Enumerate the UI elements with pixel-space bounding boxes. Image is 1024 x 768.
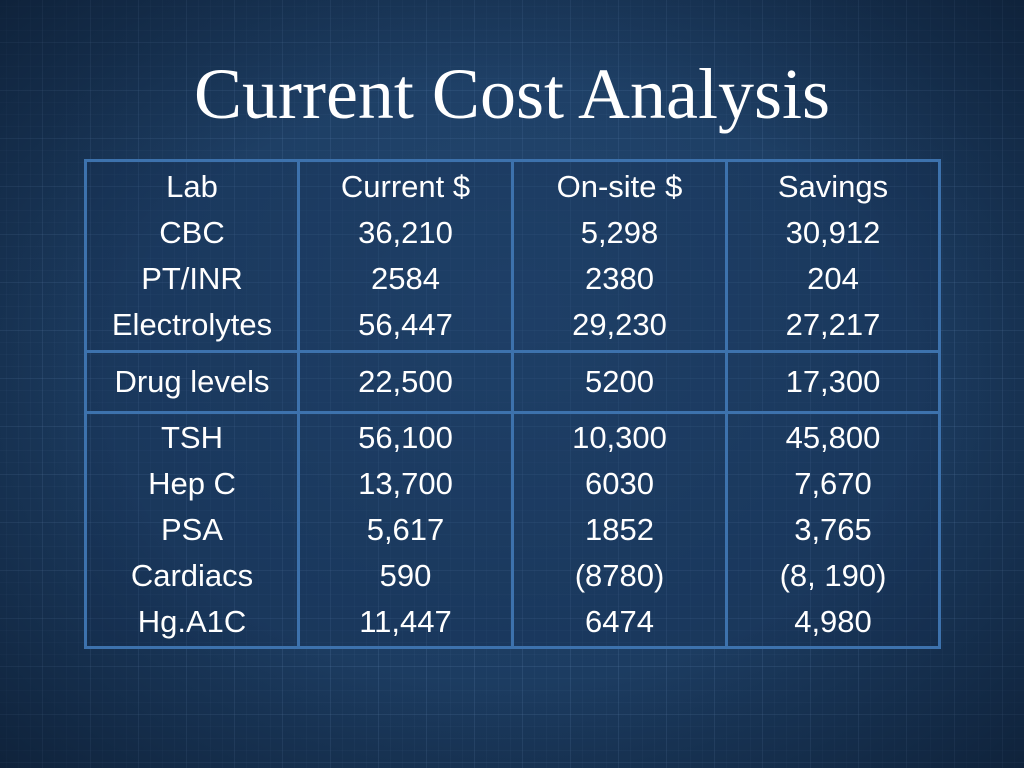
lab-name: Hep C — [87, 461, 297, 507]
onsite-value: 2380 — [514, 256, 725, 302]
lab-column-cell: Lab CBC PT/INR Electrolytes — [86, 161, 299, 352]
current-value: 56,447 — [300, 302, 511, 348]
lab-name: PT/INR — [87, 256, 297, 302]
lab-name: Cardiacs — [87, 553, 297, 599]
onsite-column-cell: On-site $ 5,298 2380 29,230 — [513, 161, 727, 352]
table-row-group-header: Lab CBC PT/INR Electrolytes Current $ 36… — [86, 161, 940, 352]
current-value: 36,210 — [300, 210, 511, 256]
onsite-value: 6474 — [514, 599, 725, 645]
current-value: 13,700 — [300, 461, 511, 507]
savings-column-cell: 45,800 7,670 3,765 (8, 190) 4,980 — [727, 413, 940, 648]
cost-analysis-table: Lab CBC PT/INR Electrolytes Current $ 36… — [84, 159, 941, 649]
current-column-cell: 56,100 13,700 5,617 590 11,447 — [299, 413, 513, 648]
lab-name: TSH — [87, 415, 297, 461]
current-value: 56,100 — [300, 415, 511, 461]
onsite-value: 10,300 — [514, 415, 725, 461]
savings-value: 17,300 — [727, 352, 940, 413]
table-row-group-remaining: TSH Hep C PSA Cardiacs Hg.A1C 56,100 13,… — [86, 413, 940, 648]
current-value: 590 — [300, 553, 511, 599]
lab-name: Hg.A1C — [87, 599, 297, 645]
savings-value: (8, 190) — [728, 553, 938, 599]
onsite-value: 5200 — [513, 352, 727, 413]
savings-value: 3,765 — [728, 507, 938, 553]
lab-name: PSA — [87, 507, 297, 553]
table-row-drug-levels: Drug levels 22,500 5200 17,300 — [86, 352, 940, 413]
onsite-value: 29,230 — [514, 302, 725, 348]
lab-column-cell: TSH Hep C PSA Cardiacs Hg.A1C — [86, 413, 299, 648]
lab-name: CBC — [87, 210, 297, 256]
current-value: 22,500 — [299, 352, 513, 413]
header-current: Current $ — [300, 164, 511, 210]
header-onsite: On-site $ — [514, 164, 725, 210]
header-lab: Lab — [87, 164, 297, 210]
savings-value: 45,800 — [728, 415, 938, 461]
savings-value: 7,670 — [728, 461, 938, 507]
onsite-value: 1852 — [514, 507, 725, 553]
onsite-value: 6030 — [514, 461, 725, 507]
current-value: 5,617 — [300, 507, 511, 553]
onsite-value: 5,298 — [514, 210, 725, 256]
slide-title: Current Cost Analysis — [0, 52, 1024, 136]
onsite-value: (8780) — [514, 553, 725, 599]
lab-name: Drug levels — [86, 352, 299, 413]
current-value: 11,447 — [300, 599, 511, 645]
savings-value: 30,912 — [728, 210, 938, 256]
current-value: 2584 — [300, 256, 511, 302]
header-savings: Savings — [728, 164, 938, 210]
savings-value: 4,980 — [728, 599, 938, 645]
current-column-cell: Current $ 36,210 2584 56,447 — [299, 161, 513, 352]
onsite-column-cell: 10,300 6030 1852 (8780) 6474 — [513, 413, 727, 648]
savings-value: 204 — [728, 256, 938, 302]
savings-value: 27,217 — [728, 302, 938, 348]
savings-column-cell: Savings 30,912 204 27,217 — [727, 161, 940, 352]
lab-name: Electrolytes — [87, 302, 297, 348]
